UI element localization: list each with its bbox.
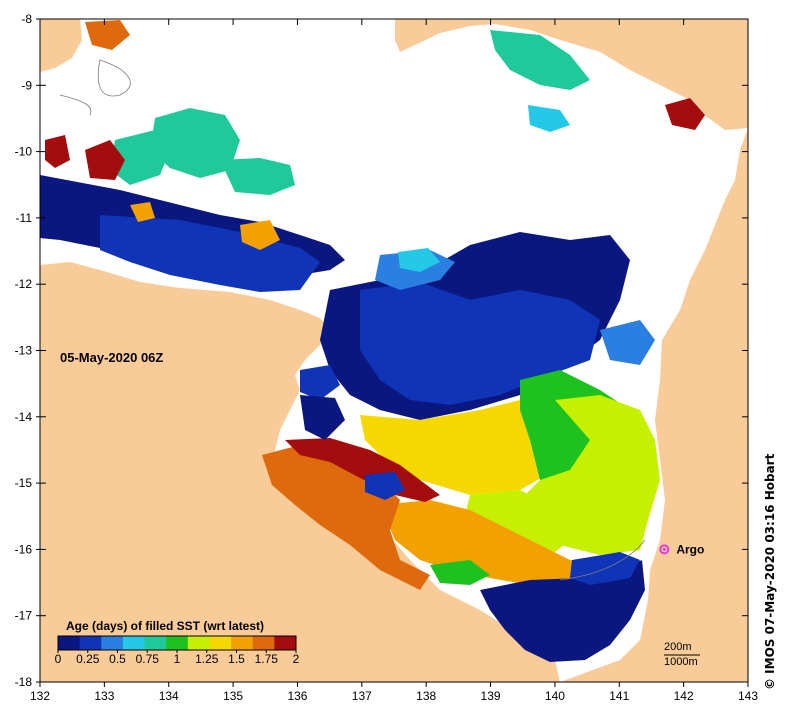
- legend-swatch: [209, 636, 232, 650]
- land-cape-york: [560, 128, 748, 682]
- y-tick-label: -9: [21, 78, 32, 92]
- legend-label: 1.75: [255, 652, 279, 666]
- legend-swatch: [231, 636, 254, 650]
- argo-float-marker[interactable]: [659, 544, 670, 555]
- legend-label: 0.25: [76, 652, 100, 666]
- x-tick-label: 137: [352, 689, 372, 703]
- contour-1000m-label: 1000m: [664, 656, 698, 668]
- legend-label: 1: [174, 652, 181, 666]
- legend-swatch: [122, 636, 146, 650]
- legend-label: 1.5: [228, 652, 245, 666]
- land-arnhem: [40, 262, 560, 682]
- legend-swatch: [274, 636, 297, 650]
- land-new-guinea: [395, 19, 748, 130]
- x-tick-label: 136: [287, 689, 307, 703]
- y-tick-label: -13: [15, 344, 33, 358]
- x-tick-label: 133: [94, 689, 114, 703]
- date-label: 05-May-2020 06Z: [60, 350, 163, 365]
- argo-label: Argo: [676, 542, 704, 556]
- y-tick-label: -16: [15, 542, 33, 556]
- legend-swatch: [252, 636, 275, 650]
- x-axis: 132 133 134 135 136 137 138 139 140 141 142 143: [30, 19, 758, 703]
- legend-label: 1.25: [195, 652, 219, 666]
- credit-text: © IMOS 07-May-2020 03:16 Hobart: [763, 453, 777, 690]
- y-tick-label: -14: [15, 410, 33, 424]
- y-tick-label: -10: [15, 145, 33, 159]
- x-tick-label: 143: [738, 689, 758, 703]
- y-tick-label: -11: [16, 211, 33, 225]
- legend-title: Age (days) of filled SST (wrt latest): [66, 619, 264, 633]
- x-tick-label: 141: [609, 689, 629, 703]
- x-tick-label: 134: [159, 689, 179, 703]
- x-tick-label: 140: [545, 689, 565, 703]
- x-tick-label: 132: [30, 689, 50, 703]
- y-tick-label: -17: [15, 609, 33, 623]
- legend-swatch: [187, 636, 210, 650]
- contour-200m-label: 200m: [664, 641, 692, 653]
- legend-label: 0.5: [109, 652, 126, 666]
- legend-swatch: [144, 636, 167, 650]
- land-areas: [40, 19, 748, 682]
- x-tick-label: 138: [416, 689, 436, 703]
- bathymetry-contours: [59, 59, 646, 581]
- y-axis: -8 -9 -10 -11 -12 -13 -14 -15 -16 -17 -18: [15, 12, 748, 689]
- legend-swatch: [58, 636, 81, 650]
- legend-label: 2: [293, 652, 300, 666]
- y-tick-label: -8: [21, 12, 32, 26]
- legend-swatch: [166, 636, 189, 650]
- x-tick-label: 139: [481, 689, 501, 703]
- y-tick-label: -15: [15, 476, 33, 490]
- y-tick-label: -18: [15, 675, 33, 689]
- y-tick-label: -12: [15, 277, 33, 291]
- x-tick-label: 135: [223, 689, 243, 703]
- sst-age-patches: [40, 20, 705, 662]
- x-tick-label: 142: [674, 689, 694, 703]
- legend-swatch: [101, 636, 124, 650]
- legend-label: 0.75: [136, 652, 160, 666]
- land-nw-island: [40, 19, 82, 72]
- legend-label: 0: [55, 652, 62, 666]
- legend-swatch: [79, 636, 102, 650]
